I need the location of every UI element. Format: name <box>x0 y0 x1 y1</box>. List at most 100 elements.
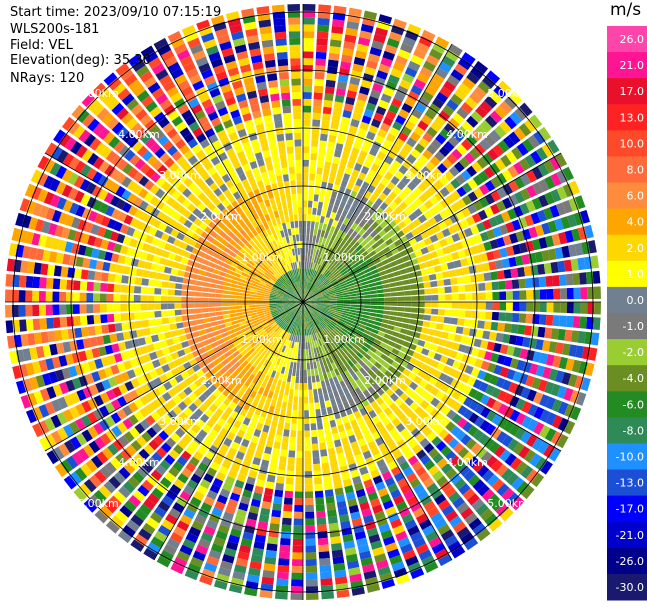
velocity-gate <box>264 287 272 292</box>
velocity-gate <box>215 471 226 482</box>
velocity-gate <box>87 270 96 281</box>
velocity-gate <box>503 392 514 405</box>
velocity-gate <box>224 406 233 416</box>
velocity-gate <box>295 314 299 322</box>
velocity-gate <box>484 384 495 396</box>
velocity-gate <box>579 209 591 224</box>
velocity-gate <box>301 335 303 343</box>
velocity-gate <box>331 268 338 275</box>
velocity-gate <box>127 193 138 204</box>
velocity-gate <box>424 288 432 295</box>
velocity-gate <box>297 423 303 431</box>
velocity-gate <box>249 294 257 298</box>
velocity-gate <box>338 164 346 173</box>
velocity-gate <box>173 444 184 455</box>
velocity-gate <box>330 370 337 378</box>
velocity-gate <box>325 246 331 254</box>
velocity-gate <box>258 314 266 319</box>
velocity-gate <box>220 267 229 273</box>
velocity-gate <box>450 93 463 106</box>
velocity-gate <box>370 309 378 313</box>
velocity-gate <box>316 264 322 272</box>
velocity-gate <box>385 506 397 517</box>
velocity-gate <box>401 102 413 114</box>
velocity-gate <box>393 567 408 579</box>
velocity-gate <box>303 146 310 154</box>
velocity-gate <box>265 283 273 289</box>
velocity-gate <box>170 432 181 443</box>
velocity-gate <box>580 377 591 392</box>
velocity-gate <box>255 300 263 302</box>
velocity-gate <box>94 358 104 369</box>
velocity-gate <box>75 433 88 446</box>
velocity-gate <box>384 44 398 55</box>
velocity-gate <box>159 459 171 471</box>
velocity-gate <box>329 321 336 328</box>
velocity-gate <box>321 462 330 471</box>
velocity-gate <box>294 328 298 336</box>
velocity-gate <box>386 181 396 191</box>
velocity-gate <box>441 504 455 517</box>
velocity-gate <box>496 186 508 199</box>
velocity-gate <box>388 320 396 326</box>
velocity-gate <box>336 589 350 599</box>
velocity-gate <box>242 311 251 315</box>
velocity-gate <box>116 408 127 421</box>
velocity-gate <box>299 308 302 316</box>
velocity-gate <box>354 283 362 288</box>
velocity-gate <box>290 382 295 390</box>
velocity-gate <box>113 303 121 312</box>
velocity-gate <box>45 277 54 289</box>
velocity-gate <box>74 190 85 203</box>
velocity-gate <box>289 297 297 301</box>
velocity-gate <box>505 280 513 290</box>
velocity-gate <box>88 384 99 396</box>
velocity-gate <box>317 243 322 251</box>
velocity-gate <box>268 529 279 538</box>
velocity-gate <box>93 395 104 407</box>
velocity-gate <box>314 308 322 312</box>
velocity-gate <box>303 389 308 397</box>
velocity-gate <box>413 48 427 60</box>
velocity-gate <box>284 324 290 332</box>
velocity-gate <box>319 251 325 259</box>
velocity-gate <box>183 508 196 520</box>
velocity-gate <box>103 500 118 514</box>
velocity-gate <box>326 385 333 394</box>
velocity-gate <box>318 551 330 559</box>
velocity-gate <box>354 316 362 321</box>
velocity-gate <box>102 131 116 145</box>
velocity-gate <box>289 347 294 355</box>
velocity-gate <box>61 169 73 183</box>
velocity-gate <box>352 241 360 249</box>
velocity-gate <box>339 280 347 286</box>
velocity-gate <box>531 473 545 488</box>
velocity-gate <box>385 110 397 121</box>
velocity-gate <box>339 267 347 274</box>
velocity-gate <box>448 437 460 449</box>
velocity-gate <box>252 360 260 368</box>
velocity-gate <box>397 263 406 270</box>
velocity-gate <box>98 485 112 499</box>
velocity-gate <box>191 520 204 531</box>
velocity-gate <box>144 204 155 214</box>
velocity-gate <box>491 400 503 412</box>
velocity-gate <box>310 320 315 328</box>
velocity-gate <box>387 255 396 263</box>
velocity-gate <box>566 287 574 300</box>
velocity-gate <box>42 344 52 357</box>
velocity-gate <box>403 196 413 206</box>
velocity-gate <box>170 245 179 254</box>
velocity-gate <box>320 571 333 580</box>
velocity-gate <box>263 289 271 294</box>
velocity-gate <box>446 397 457 408</box>
velocity-gate <box>343 302 351 304</box>
velocity-gate <box>104 415 116 428</box>
velocity-gate <box>382 139 393 149</box>
velocity-gate <box>146 517 160 530</box>
velocity-gate <box>201 287 210 293</box>
velocity-gate <box>346 211 353 220</box>
velocity-gate <box>529 114 543 129</box>
velocity-gate <box>480 340 489 350</box>
velocity-gate <box>477 483 490 497</box>
